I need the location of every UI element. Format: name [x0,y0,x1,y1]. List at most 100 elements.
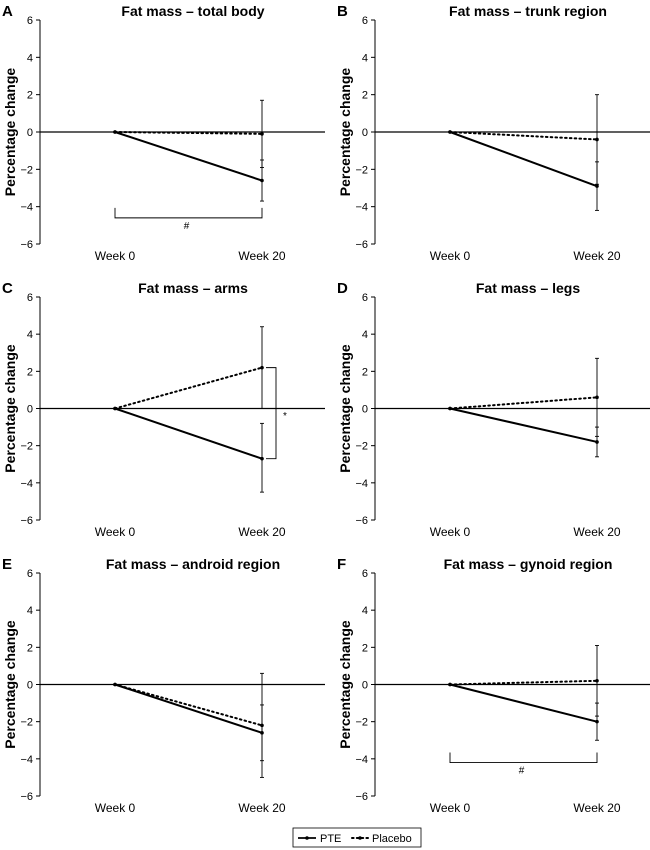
panel-d: D Fat mass – legs Percentage change 6 4 2 0 −2 −… [337,280,650,539]
legend-label-pte: PTE [320,833,341,845]
y-tick-label: −6 [355,791,368,803]
series-placebo [113,99,264,168]
series-line [449,679,598,686]
series-placebo [113,672,264,778]
series-placebo [448,94,599,185]
y-tick-label: −6 [20,515,33,527]
x-tick-label: Week 0 [95,801,136,815]
panel-e: E Fat mass – android region Percentage cha… [2,556,325,815]
series-line [449,683,598,723]
y-tick-label: 0 [27,127,33,139]
significance-marker: # [184,221,190,232]
series-placebo [448,357,599,437]
y-tick-label: 2 [362,90,368,102]
panel-b: B Fat mass – trunk region Percentage chang… [337,3,650,263]
panel-f: F Fat mass – gynoid region Percentage chan… [337,556,650,815]
bracket-line [266,367,277,460]
y-tick-label: 2 [362,642,368,654]
x-tick-label: Week 0 [430,801,471,815]
y-axis-label: Percentage change [337,68,353,197]
panel-letter: C [2,280,13,297]
y-tick-label: 2 [362,366,368,378]
y-axis-label: Percentage change [2,620,18,749]
data-point [260,456,264,461]
panel-a: A Fat mass – total body Percentage change 6… [2,3,325,263]
data-point [260,723,264,728]
data-point [448,406,452,411]
data-point [595,678,599,683]
series-placebo [113,326,264,411]
bracket-line [114,207,263,219]
y-tick-label: −2 [355,717,368,729]
x-tick-label: Week 0 [95,525,136,539]
y-tick-label: 6 [27,15,33,27]
series-pte [113,406,264,493]
series-line [114,683,263,727]
data-point [595,184,599,188]
x-tick-label: Week 20 [238,801,285,815]
y-tick-label: 4 [27,329,33,341]
x-tick-label: Week 20 [573,801,620,815]
series-line [449,407,598,443]
series-line [114,131,263,182]
y-tick-label: 2 [27,90,33,102]
y-tick-label: −4 [20,478,33,490]
legend: PTE Placebo [292,827,422,848]
panel-title: Fat mass – android region [106,556,280,572]
y-tick-label: 4 [362,52,368,64]
y-tick-label: 0 [362,127,368,139]
y-tick-label: −6 [355,239,368,251]
data-point [260,178,264,183]
y-tick-label: 2 [27,642,33,654]
y-tick-label: −6 [20,239,33,251]
panel-letter: D [337,280,348,297]
legend-marker [305,836,309,840]
data-point [113,682,117,687]
y-tick-label: −4 [20,754,33,766]
x-tick-label: Week 20 [573,249,620,263]
data-point [260,132,264,136]
panel-c: C Fat mass – arms Percentage change 6 4 2 0 −2 −… [2,280,325,539]
y-axis-label: Percentage change [337,344,353,473]
x-tick-label: Week 0 [430,249,471,263]
series-line [449,131,598,188]
y-axis-label: Percentage change [2,68,18,197]
y-tick-label: 4 [362,605,368,617]
y-tick-label: 0 [362,404,368,416]
y-tick-label: 6 [27,292,33,304]
series-pte [113,682,264,762]
series-pte [113,130,264,202]
significance-bracket: * [266,367,287,460]
legend-marker [358,836,362,840]
series-line [114,683,263,734]
x-tick-label: Week 0 [95,249,136,263]
x-tick-label: Week 20 [238,525,285,539]
x-tick-label: Week 20 [238,249,285,263]
significance-marker: * [283,411,287,422]
data-point [448,682,452,687]
series-line [449,131,598,141]
panel-title: Fat mass – arms [138,280,248,296]
y-tick-label: −4 [355,202,368,214]
series-line [114,407,263,460]
x-tick-label: Week 20 [573,525,620,539]
data-point [595,395,599,400]
series-line [449,396,598,410]
y-tick-label: 0 [362,680,368,692]
y-tick-label: 6 [362,15,368,27]
y-tick-label: 4 [362,329,368,341]
y-tick-label: −6 [20,791,33,803]
panel-title: Fat mass – total body [121,3,264,19]
y-tick-label: 0 [27,404,33,416]
data-point [595,440,599,444]
data-point [113,406,117,411]
series-pte [448,406,599,458]
panel-letter: F [337,556,346,573]
panel-letter: E [2,556,12,573]
y-axis-label: Percentage change [337,620,353,749]
series-line [114,131,263,135]
series-line [114,366,263,410]
y-tick-label: −4 [355,754,368,766]
y-tick-label: 2 [27,366,33,378]
panel-title: Fat mass – legs [476,280,580,296]
